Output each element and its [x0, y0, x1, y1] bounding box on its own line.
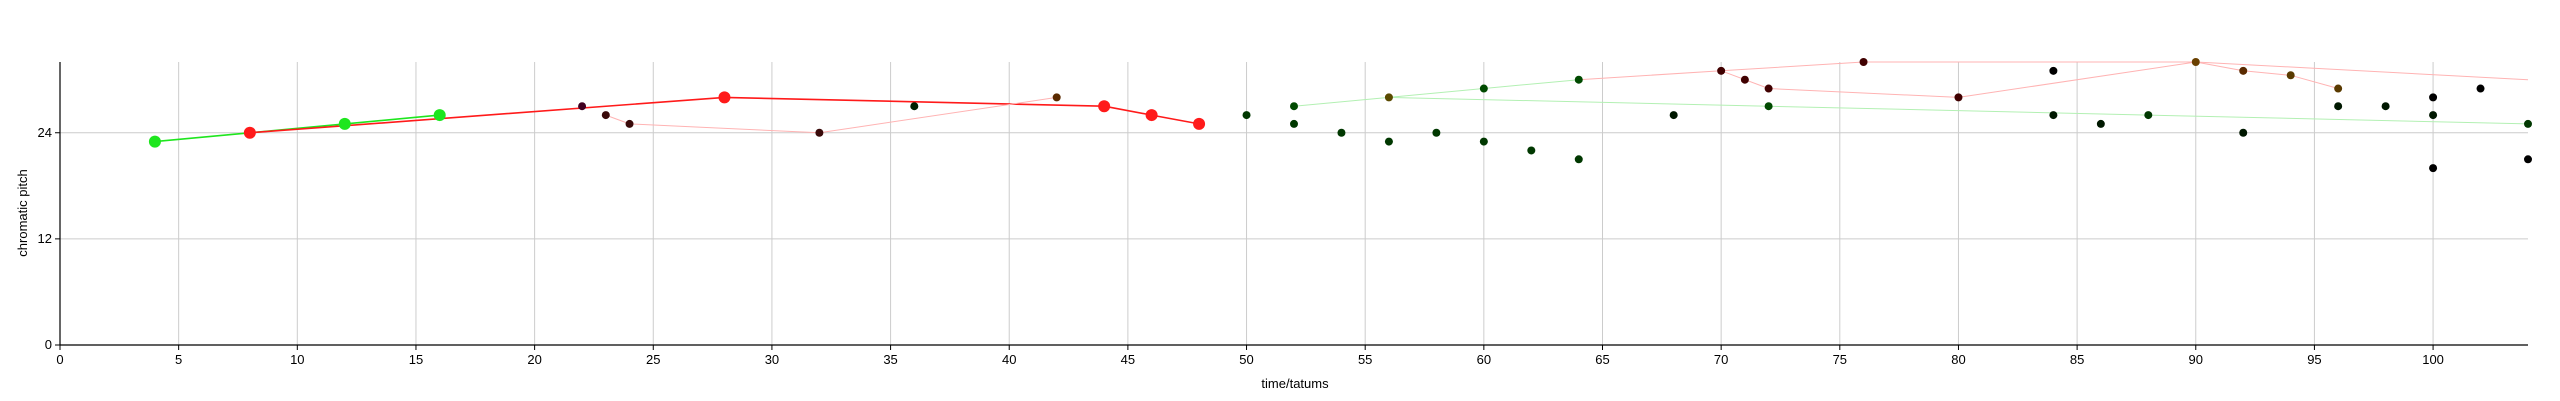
data-point: [2286, 71, 2295, 80]
data-point: [1337, 128, 1346, 137]
x-tick-label: 10: [290, 352, 304, 367]
series-line: [605, 96, 1057, 134]
x-tick-label: 30: [765, 352, 779, 367]
data-point: [1527, 146, 1536, 155]
data-point: [2334, 102, 2343, 111]
data-point: [1432, 128, 1441, 137]
x-tick-label: 75: [1833, 352, 1847, 367]
data-point: [1669, 111, 1678, 120]
series-line: [1293, 79, 1579, 107]
data-point: [578, 102, 587, 111]
data-point: [2049, 111, 2058, 120]
x-tick-label: 95: [2307, 352, 2321, 367]
data-point: [1193, 117, 1206, 130]
data-point: [1740, 75, 1749, 84]
data-point: [2334, 84, 2343, 93]
data-point: [1242, 111, 1251, 120]
data-point: [2239, 66, 2248, 75]
data-point: [601, 111, 610, 120]
data-point: [2524, 119, 2532, 128]
x-tick-label: 60: [1477, 352, 1491, 367]
x-tick-label: 70: [1714, 352, 1728, 367]
data-point: [625, 119, 634, 128]
x-tick-label: 0: [56, 352, 63, 367]
data-point: [910, 102, 919, 111]
x-tick-label: 100: [2422, 352, 2444, 367]
data-point: [1717, 66, 1726, 75]
data-point: [2524, 155, 2532, 164]
data-point: [2049, 66, 2058, 75]
x-tick-label: 20: [527, 352, 541, 367]
x-tick-label: 55: [1358, 352, 1372, 367]
data-point: [338, 117, 351, 130]
x-tick-label: 40: [1002, 352, 1016, 367]
data-point: [1954, 93, 1963, 102]
data-point: [815, 128, 824, 137]
tick-labels: 0 5 10 15 20 25 30 35 40 45 50 55 60 65 70 75 80 85 90 95 10…: [38, 125, 2444, 367]
y-tick-label: 24: [38, 125, 52, 140]
y-tick-label: 0: [45, 337, 52, 352]
x-tick-label: 45: [1121, 352, 1135, 367]
y-axis-label: chromatic pitch: [15, 169, 30, 256]
x-tick-label: 5: [175, 352, 182, 367]
data-point: [1479, 84, 1488, 93]
data-point: [1384, 93, 1393, 102]
x-tick-label: 80: [1951, 352, 1965, 367]
data-point: [1764, 84, 1773, 93]
x-tick-label: 25: [646, 352, 660, 367]
data-point: [2096, 119, 2105, 128]
data-point: [1574, 75, 1583, 84]
x-tick-label: 50: [1239, 352, 1253, 367]
note-points: [148, 58, 2532, 173]
data-point: [2429, 164, 2438, 173]
x-tick-label: 65: [1595, 352, 1609, 367]
data-point: [1859, 58, 1868, 66]
data-point: [1290, 102, 1298, 111]
data-point: [1098, 100, 1111, 113]
x-tick-label: 15: [409, 352, 423, 367]
data-point: [2144, 111, 2153, 120]
data-point: [1145, 109, 1158, 122]
data-point: [2239, 128, 2248, 137]
data-point: [1052, 93, 1061, 102]
series-line: [154, 114, 440, 143]
data-point: [433, 109, 446, 122]
x-tick-label: 90: [2189, 352, 2203, 367]
series-line: [1721, 61, 2339, 98]
x-tick-label: 85: [2070, 352, 2084, 367]
data-point: [2191, 58, 2200, 66]
data-point: [718, 91, 731, 104]
series-line: [1388, 96, 2529, 125]
data-point: [1764, 102, 1773, 111]
x-axis-label: time/tatums: [1261, 376, 1329, 391]
data-point: [2429, 93, 2438, 102]
data-point: [1479, 137, 1488, 146]
axes: [55, 62, 2528, 350]
data-point: [2381, 102, 2390, 111]
data-point: [2476, 84, 2485, 93]
data-point: [243, 126, 256, 139]
data-point: [1290, 119, 1298, 128]
data-point: [148, 135, 161, 148]
data-point: [1574, 155, 1583, 164]
data-point: [1384, 137, 1393, 146]
grid: [60, 62, 2528, 345]
x-tick-label: 35: [883, 352, 897, 367]
data-point: [2429, 111, 2438, 120]
y-tick-label: 12: [38, 231, 52, 246]
